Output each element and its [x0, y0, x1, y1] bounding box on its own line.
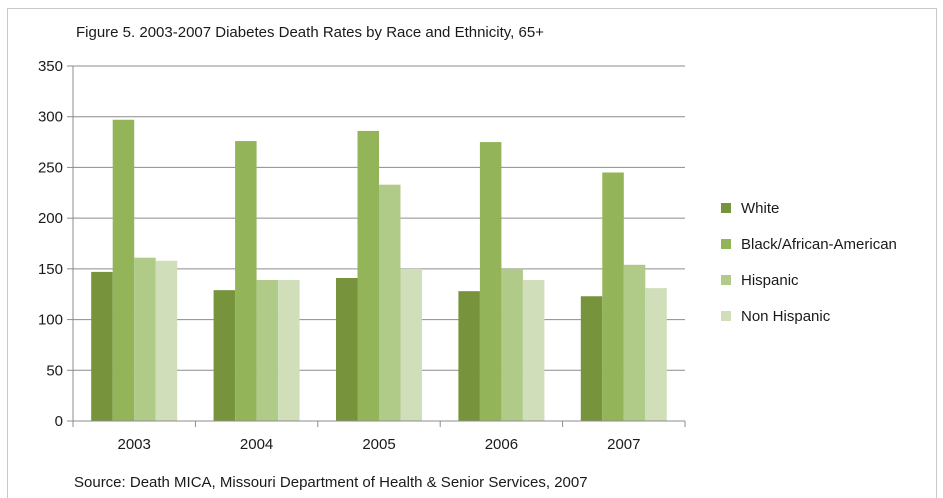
legend-swatch	[721, 275, 731, 285]
bar-2004-non-hispanic	[278, 280, 300, 421]
y-tick-label: 200	[38, 210, 63, 227]
y-tick-label: 50	[46, 362, 63, 379]
legend-label: Hispanic	[741, 271, 799, 289]
bars	[91, 119, 667, 422]
bar-2007-white	[580, 296, 603, 421]
x-tick-label: 2003	[118, 436, 151, 453]
legend: White Black/African-American Hispanic Non H…	[721, 190, 897, 334]
legend-item: Non Hispanic	[721, 298, 897, 334]
bar-2006-white	[458, 291, 480, 421]
y-tick-label: 300	[38, 109, 63, 126]
legend-item: White	[721, 190, 897, 226]
bar-2005-hispanic	[379, 184, 401, 421]
bar-2005-white	[336, 277, 358, 421]
legend-label: Non Hispanic	[741, 307, 831, 325]
bar-2006-hispanic	[501, 268, 523, 421]
y-tick-label: 0	[55, 413, 63, 430]
chart-title: Figure 5. 2003-2007 Diabetes Death Rates…	[76, 24, 544, 41]
bar-2007-black-african-american	[602, 172, 624, 421]
y-tick-label: 350	[38, 58, 63, 75]
y-tick-label: 100	[38, 312, 63, 329]
bar-2005-non-hispanic	[400, 268, 422, 421]
bar-2003-white	[91, 271, 113, 421]
legend-label: Black/African-American	[741, 235, 897, 253]
bar-2007-hispanic	[623, 264, 646, 421]
bar-2007-non-hispanic	[645, 288, 667, 421]
y-tick-label: 250	[38, 159, 63, 176]
legend-swatch	[721, 311, 731, 321]
legend-swatch	[721, 239, 731, 249]
bar-2006-black-african-american	[479, 142, 502, 422]
legend-item: Black/African-American	[721, 226, 897, 262]
bar-2004-hispanic	[256, 280, 279, 421]
axes: 0 50 100 150 200 250 300 350 2003 2004 2005 2006 200…	[38, 58, 686, 453]
x-tick-label: 2006	[485, 436, 518, 453]
chart-source: Source: Death MICA, Missouri Department …	[74, 474, 588, 491]
x-tick-label: 2007	[607, 436, 640, 453]
x-tick-label: 2004	[240, 436, 273, 453]
legend-swatch	[721, 203, 731, 213]
bar-2004-black-african-american	[235, 141, 257, 422]
legend-item: Hispanic	[721, 262, 897, 298]
bar-2005-black-african-american	[357, 130, 379, 421]
bar-2004-white	[213, 290, 236, 421]
y-tick-label: 150	[38, 261, 63, 278]
bar-2003-black-african-american	[112, 119, 135, 421]
bar-2003-hispanic	[134, 257, 156, 421]
x-tick-label: 2005	[362, 436, 395, 453]
bar-2003-non-hispanic	[155, 260, 178, 421]
legend-label: White	[741, 199, 780, 217]
bar-2006-non-hispanic	[522, 280, 545, 421]
